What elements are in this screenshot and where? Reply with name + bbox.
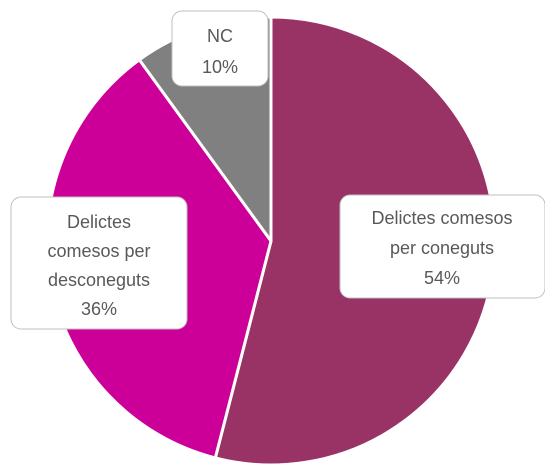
label-box-nc: NC 10% xyxy=(171,10,269,87)
label-desconeguts-line-1: Delictes xyxy=(67,212,131,232)
label-box-coneguts: Delictes comesos per coneguts 54% xyxy=(339,194,545,299)
label-nc-pct: 10% xyxy=(202,57,238,77)
label-box-desconeguts: Delictes comesos per desconeguts 36% xyxy=(10,196,188,330)
label-coneguts-line-1: Delictes comesos xyxy=(371,208,512,228)
label-nc-name: NC xyxy=(207,26,233,46)
label-coneguts-line-2: per coneguts xyxy=(390,238,494,258)
label-desconeguts-line-2: comesos per xyxy=(47,241,150,261)
label-coneguts-pct: 54% xyxy=(424,268,460,288)
label-desconeguts-line-3: desconeguts xyxy=(48,270,150,290)
label-desconeguts-pct: 36% xyxy=(81,299,117,319)
